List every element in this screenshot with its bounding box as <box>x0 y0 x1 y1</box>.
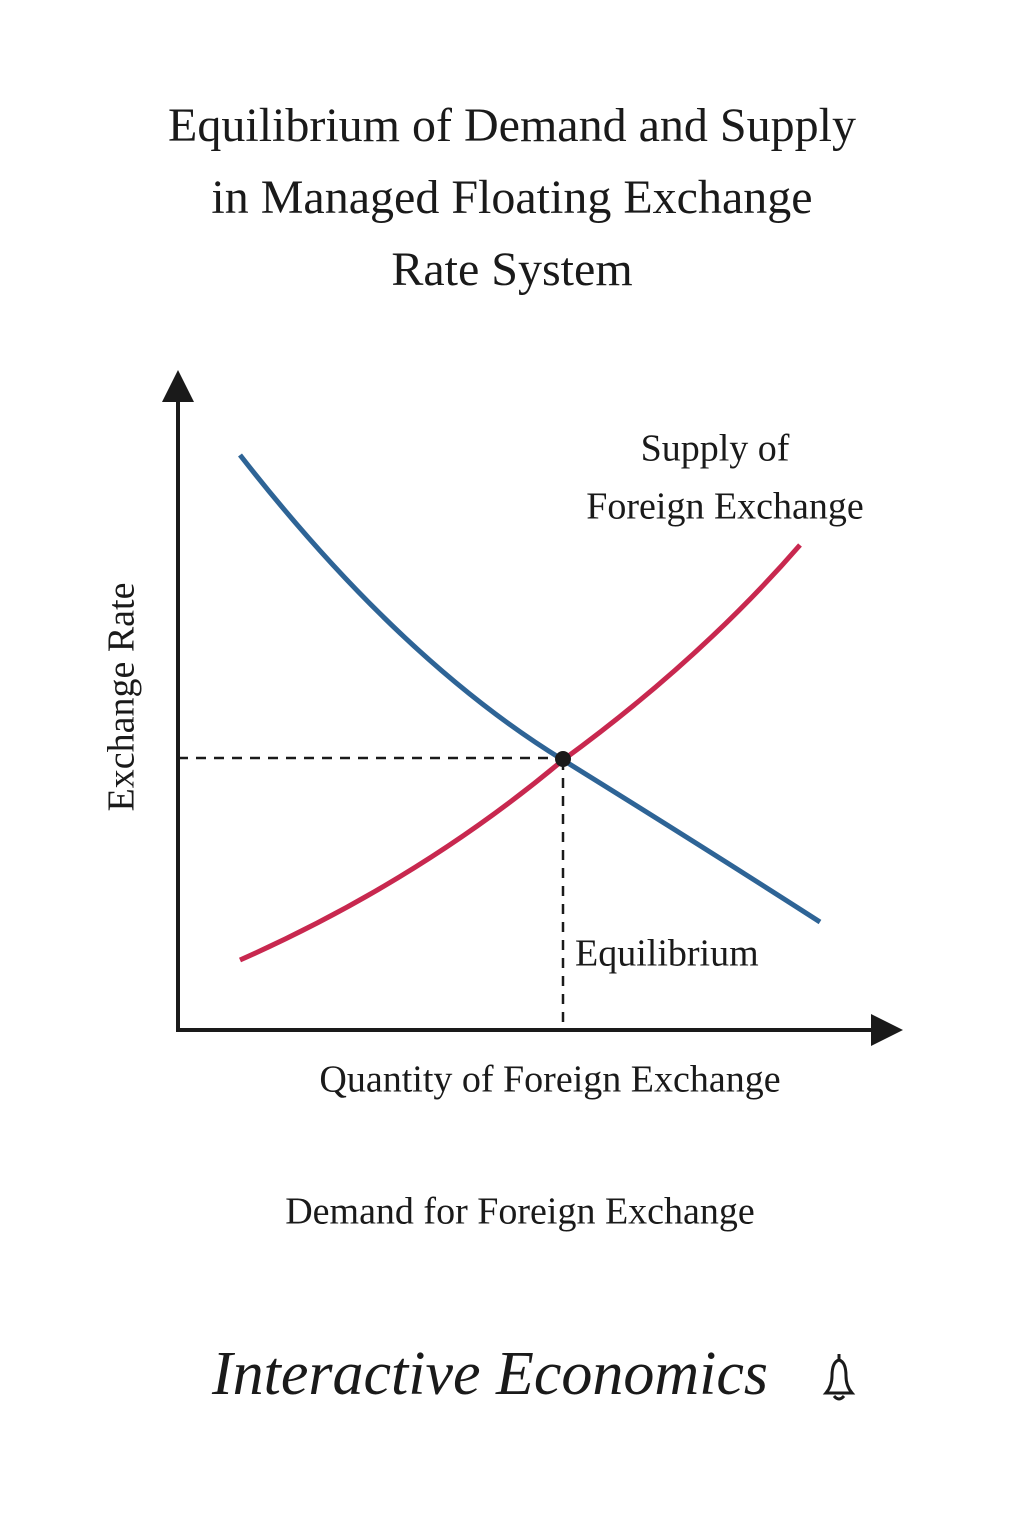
equilibrium-label: Equilibrium <box>575 933 759 975</box>
footer-brand: Interactive Economics <box>211 1340 768 1408</box>
y-axis-label: Exchange Rate <box>101 583 143 812</box>
equilibrium-point <box>555 751 571 767</box>
title-line: in Managed Floating Exchange <box>211 171 812 224</box>
title-line: Rate System <box>391 243 632 296</box>
supply-label: Supply of <box>641 428 790 470</box>
supply-label: Foreign Exchange <box>586 486 864 528</box>
x-axis-label: Quantity of Foreign Exchange <box>319 1059 780 1101</box>
demand-label: Demand for Foreign Exchange <box>285 1191 755 1233</box>
title-line: Equilibrium of Demand and Supply <box>168 99 856 152</box>
demand-curve <box>238 453 822 925</box>
supply-curve <box>238 543 802 963</box>
bell-icon <box>822 1354 856 1401</box>
